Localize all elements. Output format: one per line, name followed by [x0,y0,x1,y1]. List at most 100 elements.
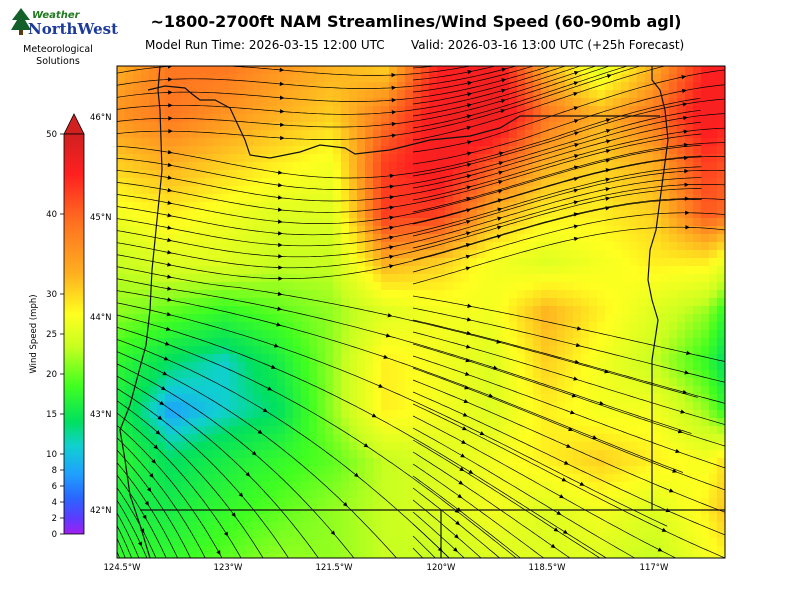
heatmap-cell [493,330,502,339]
heatmap-cell [301,530,310,539]
heatmap-cell [277,146,286,155]
heatmap-cell [461,274,470,283]
heatmap-cell [189,370,198,379]
heatmap-cell [517,258,526,267]
heatmap-cell [485,554,494,558]
heatmap-cell [261,410,270,419]
heatmap-cell [301,234,310,243]
wind-speed-heatmap [117,66,725,558]
heatmap-cell [437,74,446,83]
heatmap-cell [253,418,262,427]
heatmap-cell [453,442,462,451]
heatmap-cell [213,338,222,347]
heatmap-cell [413,178,422,187]
heatmap-cell [469,242,478,251]
heatmap-cell [381,298,390,307]
heatmap-cell [173,122,182,131]
heatmap-cell [117,538,126,547]
heatmap-cell [613,354,622,363]
heatmap-cell [477,282,486,291]
streamline [412,427,636,558]
heatmap-cell [381,450,390,459]
heatmap-cell [149,218,158,227]
heatmap-cell [205,458,214,467]
streamline-arrow [681,88,687,94]
heatmap-cell [213,482,222,491]
heatmap-cell [373,82,382,91]
heatmap-cell [669,482,678,491]
heatmap-cell [349,274,358,283]
heatmap-cell [709,282,718,291]
heatmap-cell [365,530,374,539]
heatmap-cell [269,450,278,459]
heatmap-cell [693,522,702,531]
heatmap-cell [333,482,342,491]
heatmap-cell [229,490,238,499]
heatmap-cell [389,354,398,363]
heatmap-cell [117,90,126,99]
heatmap-cell [445,138,454,147]
heatmap-cell [581,122,590,131]
heatmap-cell [589,346,598,355]
heatmap-cell [397,66,406,75]
heatmap-cell [165,434,174,443]
heatmap-cell [181,98,190,107]
heatmap-cell [373,306,382,315]
heatmap-cell [637,242,646,251]
heatmap-cell [437,98,446,107]
heatmap-cell [261,314,270,323]
heatmap-cell [437,314,446,323]
heatmap-cell [701,482,710,491]
heatmap-cell [133,386,142,395]
heatmap-cell [421,258,430,267]
heatmap-cell [245,458,254,467]
heatmap-cell [381,306,390,315]
heatmap-cell [557,226,566,235]
heatmap-cell [693,162,702,171]
heatmap-cell [669,450,678,459]
heatmap-cell [309,282,318,291]
heatmap-cell [541,538,550,547]
heatmap-cell [661,242,670,251]
heatmap-cell [421,410,430,419]
heatmap-cell [517,410,526,419]
heatmap-cell [597,546,606,555]
heatmap-cell [437,386,446,395]
heatmap-cell [205,322,214,331]
heatmap-cell [493,290,502,299]
heatmap-cell [589,362,598,371]
heatmap-cell [365,362,374,371]
heatmap-cell [269,250,278,259]
heatmap-cell [621,234,630,243]
heatmap-cell [157,362,166,371]
heatmap-cell [445,538,454,547]
heatmap-cell [669,194,678,203]
heatmap-cell [621,458,630,467]
heatmap-cell [493,354,502,363]
heatmap-cell [701,402,710,411]
heatmap-cell [429,266,438,275]
heatmap-cell [421,538,430,547]
heatmap-cell [373,122,382,131]
heatmap-cell [213,234,222,243]
heatmap-cell [589,202,598,211]
heatmap-cell [605,162,614,171]
heatmap-cell [357,170,366,179]
heatmap-cell [269,314,278,323]
heatmap-cell [325,378,334,387]
heatmap-cell [701,74,710,83]
streamline [412,69,725,153]
heatmap-cell [637,490,646,499]
heatmap-cell [693,186,702,195]
heatmap-cell [701,330,710,339]
heatmap-cell [701,354,710,363]
heatmap-cell [701,418,710,427]
heatmap-cell [149,370,158,379]
heatmap-cell [669,130,678,139]
heatmap-cell [293,386,302,395]
heatmap-cell [685,490,694,499]
heatmap-cell [213,266,222,275]
heatmap-cell [501,306,510,315]
heatmap-cell [205,378,214,387]
heatmap-cell [597,226,606,235]
